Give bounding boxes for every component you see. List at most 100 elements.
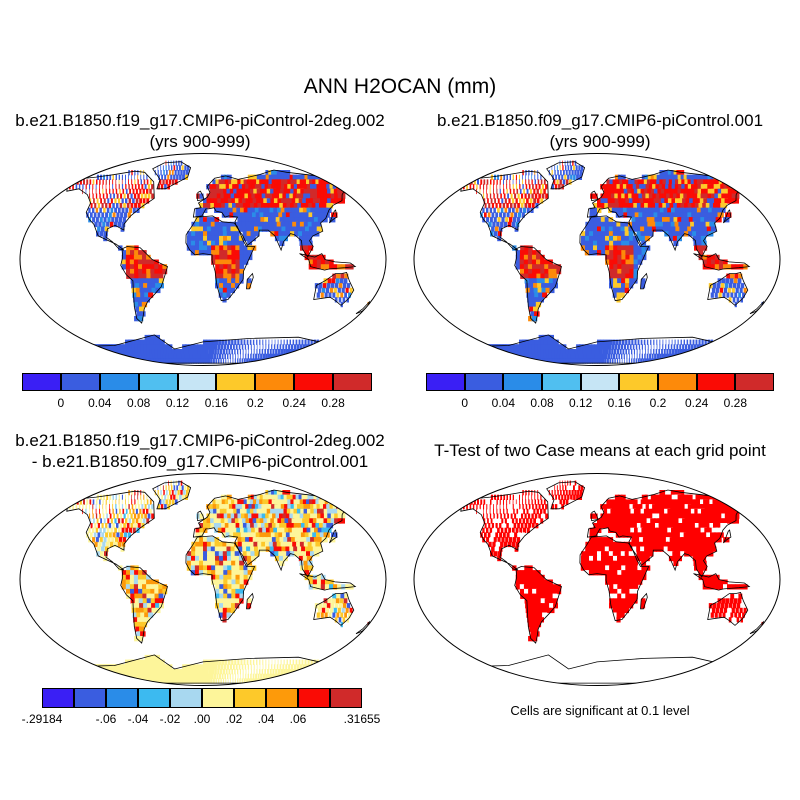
map-case2-coast-northAmerica xyxy=(460,170,549,251)
map-case1-coast-indonesia xyxy=(299,253,357,271)
map-case1-coast-japan xyxy=(329,209,338,224)
map-diff-coast-indonesia xyxy=(299,573,357,591)
colorbar-case2-label: 0.2 xyxy=(649,396,667,410)
map-case2-coast-africa xyxy=(579,215,650,302)
colorbar-case2-label: 0.16 xyxy=(607,396,631,410)
map-ttest-coast-indonesia xyxy=(693,573,751,591)
map-diff-coastlines xyxy=(66,481,371,684)
map-diff-coast-southAmerica xyxy=(120,566,168,644)
map-case1-coast-eurasia xyxy=(192,169,346,258)
map-case2-globe-outline xyxy=(413,153,781,366)
map-ttest xyxy=(413,473,781,686)
colorbar-case1-label: 0.08 xyxy=(126,396,151,410)
colorbar-case1-swatch xyxy=(216,373,256,391)
colorbar-case2-label: 0 xyxy=(461,396,468,410)
colorbar-case1-swatch xyxy=(60,373,100,391)
colorbar-diff-label: .00 xyxy=(193,712,211,726)
map-ttest-coast-japan xyxy=(723,529,732,544)
panel-title-diff: b.e21.B1850.f19_g17.CMIP6-piControl-2deg… xyxy=(0,430,400,472)
colorbar-diff-swatch xyxy=(234,688,266,708)
map-case1-coast-greenland xyxy=(152,161,192,190)
colorbar-case1-swatch xyxy=(22,373,61,391)
map-case2-coast-eurasia xyxy=(586,169,740,258)
colorbar-case2-swatch xyxy=(619,373,658,391)
figure-title: ANN H2OCAN (mm) xyxy=(303,75,497,98)
colorbar-case1-swatch xyxy=(255,373,295,391)
colorbar-case1-label: 0.12 xyxy=(165,396,190,410)
map-ttest-coast-uk xyxy=(591,510,599,522)
map-case1-coast-uk xyxy=(197,190,205,202)
colorbar-case2-label: 0.28 xyxy=(723,396,747,410)
colorbar-case1-swatch xyxy=(99,373,139,391)
colorbar-case2-swatch xyxy=(542,373,581,391)
map-ttest-land-cells xyxy=(462,480,764,642)
colorbar-case2-swatch xyxy=(696,373,736,391)
colorbar-diff-label: -.04 xyxy=(127,712,149,726)
map-case2-coast-madagascar xyxy=(640,272,648,290)
colorbar-case1-swatch xyxy=(333,373,372,391)
colorbar-case2-label: 0.12 xyxy=(568,396,593,410)
panel-title-case2-line2: (yrs 900-999) xyxy=(549,132,651,151)
panel-title-case1: b.e21.B1850.f19_g17.CMIP6-piControl-2deg… xyxy=(0,110,400,152)
colorbar-case1-label: 0.24 xyxy=(282,396,306,410)
colorbar-diff-swatch xyxy=(330,688,362,708)
map-case2-coast-greenland xyxy=(546,161,586,190)
map-case1-coast-australia xyxy=(313,272,355,306)
colorbar-case2: 0 0.04 0.08 0.12 0.16 0.2 0.24 0.28 xyxy=(426,373,776,413)
colorbar-diff-swatch xyxy=(298,688,330,708)
colorbar-case1-swatch xyxy=(138,373,178,391)
colorbar-case1-label: 0.2 xyxy=(246,396,264,410)
map-diff-coast-japan xyxy=(329,529,338,544)
colorbar-diff-label: .02 xyxy=(225,712,243,726)
map-case2-coast-japan xyxy=(723,209,732,224)
map-case2 xyxy=(413,153,781,366)
colorbar-case1-swatch xyxy=(177,373,217,391)
map-diff-coast-uk xyxy=(197,510,205,522)
colorbar-case2-swatch xyxy=(735,373,774,391)
map-ttest-globe-outline xyxy=(413,473,781,686)
colorbar-case2-swatch xyxy=(580,373,620,391)
colorbar-diff: -.29184 -.06 -.04 -.02 .00 .02 .04 .06 .31655 xyxy=(14,688,394,728)
colorbar-diff-swatch xyxy=(42,688,74,708)
map-diff-coast-northAmerica xyxy=(66,490,155,571)
colorbar-diff-label: -.06 xyxy=(95,712,117,726)
colorbar-case1-label: 0.16 xyxy=(204,396,229,410)
colorbar-case2-label: 0.24 xyxy=(684,396,709,410)
colorbar-case2-swatch xyxy=(426,373,465,391)
map-ttest-coast-australia xyxy=(707,592,749,626)
colorbar-diff-label: -.29184 xyxy=(21,712,63,726)
colorbar-case1-label: 0.28 xyxy=(321,396,345,410)
colorbar-diff-swatch xyxy=(202,688,234,708)
colorbar-diff-label: .06 xyxy=(289,712,307,726)
colorbar-case2-label: 0.04 xyxy=(491,396,515,410)
colorbar-diff-label: .31655 xyxy=(343,712,381,726)
map-case2-coast-southAmerica xyxy=(514,246,562,324)
map-case1 xyxy=(19,153,387,366)
map-case1-globe-outline xyxy=(19,153,387,366)
map-diff-globe-outline xyxy=(19,473,387,686)
map-case1-coast-southAmerica xyxy=(120,246,168,324)
panel-title-case2: b.e21.B1850.f09_g17.CMIP6-piControl.001 … xyxy=(400,110,800,152)
map-ttest-coast-madagascar xyxy=(640,592,648,610)
map-case2-coast-indonesia xyxy=(693,253,751,271)
colorbar-diff-label: -.02 xyxy=(159,712,181,726)
map-case1-coast-madagascar xyxy=(246,272,254,290)
map-ttest-coast-africa xyxy=(579,535,650,622)
colorbar-diff-swatch xyxy=(170,688,202,708)
colorbar-case2-swatch xyxy=(464,373,504,391)
colorbar-case2-swatch xyxy=(658,373,697,391)
panel-title-ttest: T-Test of two Case means at each grid po… xyxy=(400,440,800,461)
map-diff-coast-greenland xyxy=(152,481,192,510)
colorbar-case1-swatch xyxy=(294,373,334,391)
panel-title-diff-line1: b.e21.B1850.f19_g17.CMIP6-piControl-2deg… xyxy=(15,431,385,450)
colorbar-case2-label: 0.08 xyxy=(530,396,554,410)
map-diff-coast-australia xyxy=(313,592,355,626)
panel-title-case2-line1: b.e21.B1850.f09_g17.CMIP6-piControl.001 xyxy=(436,111,764,130)
colorbar-case2-swatch xyxy=(503,373,542,391)
map-case2-coast-australia xyxy=(707,272,749,306)
map-case2-coastlines xyxy=(460,161,765,364)
map-case2-coast-uk xyxy=(591,190,599,202)
significance-note: Cells are significant at 0.1 level xyxy=(510,703,690,718)
colorbar-case1: 0 0.04 0.08 0.12 0.16 0.2 0.24 0.28 xyxy=(22,373,374,413)
colorbar-diff-swatch xyxy=(138,688,170,708)
